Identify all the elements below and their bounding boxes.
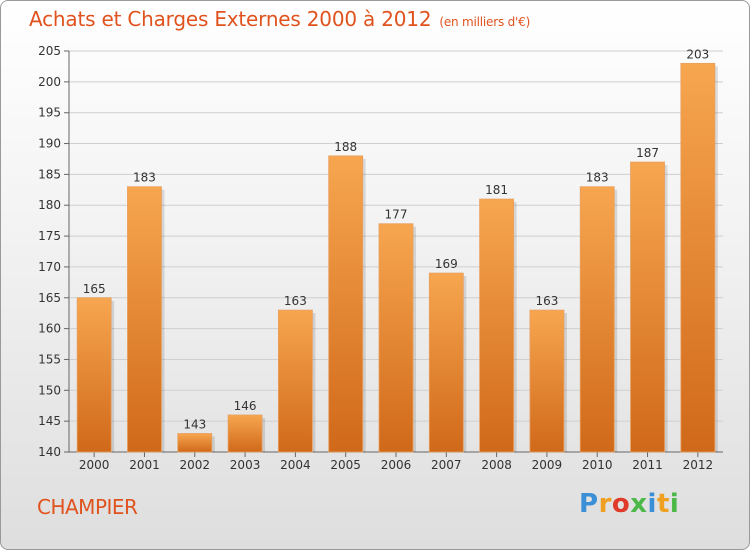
y-tick-label: 190 [38, 137, 61, 151]
bar [76, 297, 112, 453]
bar-value-label: 143 [183, 417, 206, 431]
y-tick-label: 140 [38, 445, 61, 459]
x-tick-label: 2012 [683, 458, 714, 472]
bar-value-label: 188 [334, 140, 357, 154]
bar-value-label: 183 [586, 171, 609, 185]
chart-unit-label: (en milliers d'€) [439, 15, 531, 29]
bar [227, 414, 263, 453]
location-name: CHAMPIER [37, 495, 138, 519]
x-tick-label: 2010 [582, 458, 613, 472]
y-tick-label: 165 [38, 291, 61, 305]
x-tick-label: 2006 [381, 458, 412, 472]
bar [428, 272, 464, 453]
proxiti-logo: Proxiti [579, 489, 679, 519]
bar [630, 161, 665, 453]
logo-letter: i [669, 489, 680, 519]
bar-value-label: 169 [435, 257, 458, 271]
bar [177, 433, 213, 453]
bar-value-label: 165 [83, 282, 106, 296]
y-tick-label: 175 [38, 229, 61, 243]
x-tick-label: 2007 [431, 458, 462, 472]
bar-value-label: 183 [133, 171, 156, 185]
bar [378, 223, 414, 453]
bar [277, 309, 313, 453]
logo-letter: P [579, 489, 599, 519]
x-tick-label: 2003 [230, 458, 261, 472]
x-tick-label: 2004 [280, 458, 311, 472]
bar-value-label: 163 [535, 294, 558, 308]
bar-value-label: 187 [636, 146, 659, 160]
y-tick-label: 185 [38, 167, 61, 181]
y-tick-label: 180 [38, 198, 61, 212]
x-tick-label: 2000 [79, 458, 110, 472]
bar-value-label: 181 [485, 183, 508, 197]
bar [127, 186, 162, 453]
chart-title: Achats et Charges Externes 2000 à 2012 (e… [29, 7, 530, 31]
logo-letter: o [611, 489, 631, 519]
chart-title-text: Achats et Charges Externes 2000 à 2012 [29, 7, 432, 31]
x-tick-label: 2002 [179, 458, 210, 472]
bar-value-label: 203 [686, 47, 709, 61]
y-tick-label: 145 [38, 414, 61, 428]
y-tick-label: 195 [38, 106, 61, 120]
bars [76, 62, 718, 453]
bar-value-label: 177 [385, 208, 408, 222]
logo-letter: i [647, 489, 657, 519]
x-tick-label: 2009 [532, 458, 563, 472]
x-tick-label: 2008 [481, 458, 512, 472]
x-tick-label: 2011 [632, 458, 663, 472]
y-tick-label: 205 [38, 44, 61, 58]
y-tick-label: 150 [38, 383, 61, 397]
bar [529, 309, 565, 453]
y-tick-label: 160 [38, 322, 61, 336]
y-tick-label: 155 [38, 352, 61, 366]
bar [479, 198, 515, 453]
bar-value-label: 163 [284, 294, 307, 308]
bar-value-label: 146 [234, 399, 257, 413]
bar [579, 186, 615, 453]
logo-letter: r [598, 489, 612, 519]
y-tick-label: 170 [38, 260, 61, 274]
logo-letter: x [630, 489, 648, 519]
x-tick-label: 2001 [129, 458, 160, 472]
x-tick-label: 2005 [330, 458, 361, 472]
bar [328, 155, 364, 453]
logo-letter: t [656, 489, 670, 519]
y-tick-label: 200 [38, 75, 61, 89]
labels: 1401451501551601651701751801851901952002… [38, 44, 713, 472]
bar [680, 62, 716, 453]
